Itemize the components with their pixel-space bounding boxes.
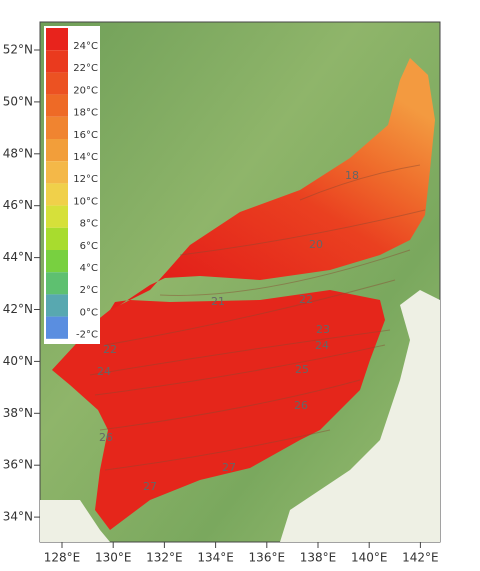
contour-label: 22 [103,343,117,356]
sst-field [52,290,385,530]
lon-label: 142°E [402,551,439,565]
legend-label: 14°C [73,152,98,163]
contour-label: 23 [316,323,330,336]
legend-label: -2°C [76,330,98,341]
legend-label: 18°C [73,108,98,119]
legend-swatch [46,272,68,295]
lat-label: 50°N [3,94,33,108]
legend-swatch [46,116,68,139]
lon-label: 138°E [300,551,337,565]
legend-label: 4°C [80,263,98,274]
legend-swatch [46,183,68,206]
lat-label: 42°N [3,302,33,316]
lat-label: 44°N [3,250,33,264]
legend-swatch [46,72,68,95]
lon-label: 128°E [44,551,81,565]
ocean [280,290,440,542]
legend-label: 10°C [73,196,98,207]
contour-label: 22 [299,293,313,306]
contour-label: 27 [222,461,236,474]
lon-label: 130°E [95,551,132,565]
lat-label: 46°N [3,198,33,212]
lat-label: 40°N [3,354,33,368]
sst-field [52,58,435,370]
legend-label: 24°C [73,41,98,52]
lat-label: 34°N [3,510,33,524]
lat-label: 48°N [3,146,33,160]
legend-label: 6°C [80,241,98,252]
contour-label: 18 [345,169,359,182]
lat-label: 38°N [3,406,33,420]
lon-label: 136°E [249,551,286,565]
contour-label: 20 [309,238,323,251]
legend-swatch [46,227,68,250]
lon-label: 140°E [351,551,388,565]
legend-swatch [46,94,68,117]
contour-label: 21 [211,295,225,308]
lat-label: 52°N [3,43,33,57]
legend-label: 0°C [80,307,98,318]
legend-swatch [46,294,68,317]
contour-label: 24 [315,339,329,352]
legend-swatch [46,139,68,162]
legend-swatch [46,316,68,339]
contour-label: 25 [295,363,309,376]
legend-label: 20°C [73,85,98,96]
legend-swatch [46,28,68,51]
legend-label: 8°C [80,219,98,230]
contour-label: 27 [143,480,157,493]
contour-label: 24 [97,365,111,378]
legend-swatch [46,250,68,273]
legend-swatch [46,161,68,184]
contour-label: 26 [294,399,308,412]
legend-label: 22°C [73,63,98,74]
ocean [40,500,110,542]
legend-label: 16°C [73,130,98,141]
contours [89,164,426,471]
legend-label: 12°C [73,174,98,185]
contour-label: 26 [99,431,113,444]
legend-label: 2°C [80,285,98,296]
lon-label: 132°E [146,551,183,565]
legend: 24°C 22°C 20°C 18°C 16°C 14°C 12°C 10°C 8°C 6°C 4°… [44,26,100,344]
legend-swatch [46,50,68,73]
lat-label: 36°N [3,458,33,472]
legend-swatch [46,205,68,228]
lon-label: 134°E [197,551,234,565]
